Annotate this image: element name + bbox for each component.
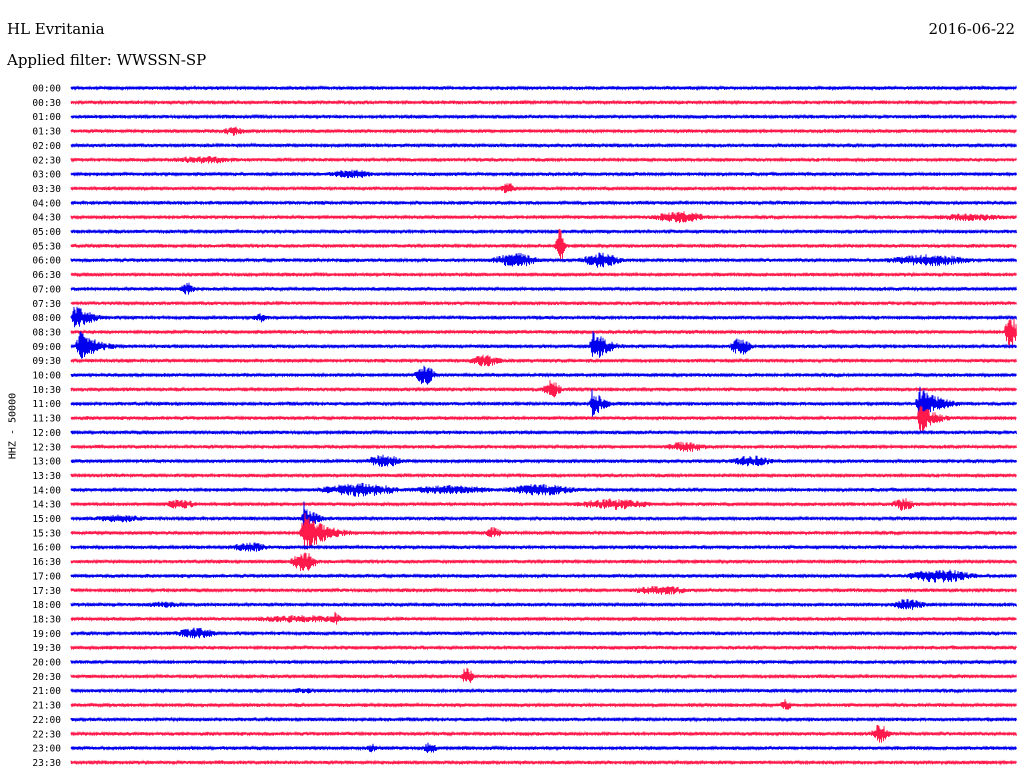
time-label: 16:00 xyxy=(32,543,61,554)
time-label: 23:30 xyxy=(32,758,61,769)
trace-line xyxy=(70,331,1017,359)
time-label: 19:00 xyxy=(32,629,61,640)
time-label: 03:30 xyxy=(32,184,61,195)
time-label: 20:30 xyxy=(32,672,61,683)
time-label: 03:00 xyxy=(32,170,61,181)
time-label: 20:00 xyxy=(32,658,61,669)
time-label: 08:00 xyxy=(32,313,61,324)
time-label: 00:30 xyxy=(32,98,61,109)
time-label: 13:30 xyxy=(32,471,61,482)
time-label: 06:00 xyxy=(32,256,61,267)
time-label: 02:30 xyxy=(32,155,61,166)
time-label: 22:30 xyxy=(32,729,61,740)
time-label: 05:30 xyxy=(32,241,61,252)
time-label: 04:30 xyxy=(32,213,61,224)
time-label: 21:30 xyxy=(32,701,61,712)
time-label: 01:30 xyxy=(32,127,61,138)
time-label: 06:30 xyxy=(32,270,61,281)
time-label: 11:30 xyxy=(32,414,61,425)
time-label: 10:00 xyxy=(32,371,61,382)
station-title: HL Evritania xyxy=(7,20,105,38)
time-label: 15:30 xyxy=(32,528,61,539)
time-label: 23:00 xyxy=(32,744,61,755)
time-label: 19:30 xyxy=(32,643,61,654)
time-label: 15:00 xyxy=(32,514,61,525)
time-label: 21:00 xyxy=(32,686,61,697)
trace-line xyxy=(70,667,1017,684)
trace-line xyxy=(70,405,1017,433)
time-label: 14:00 xyxy=(32,485,61,496)
time-label: 12:00 xyxy=(32,428,61,439)
time-label: 18:30 xyxy=(32,614,61,625)
time-label: 10:30 xyxy=(32,385,61,396)
time-label: 17:30 xyxy=(32,586,61,597)
time-label: 14:30 xyxy=(32,500,61,511)
time-label: 12:30 xyxy=(32,442,61,453)
time-label: 08:30 xyxy=(32,327,61,338)
date-label: 2016-06-22 xyxy=(928,20,1015,38)
time-label: 00:00 xyxy=(32,84,61,95)
time-label: 13:00 xyxy=(32,457,61,468)
filter-label: Applied filter: WWSSN-SP xyxy=(7,51,207,69)
time-label: 04:00 xyxy=(32,198,61,209)
time-label: 11:00 xyxy=(32,399,61,410)
time-label: 18:00 xyxy=(32,600,61,611)
time-label: 22:00 xyxy=(32,715,61,726)
time-label: 07:30 xyxy=(32,299,61,310)
time-label: 16:30 xyxy=(32,557,61,568)
time-label: 01:00 xyxy=(32,112,61,123)
time-label: 09:30 xyxy=(32,356,61,367)
time-label: 02:00 xyxy=(32,141,61,152)
time-label: 05:00 xyxy=(32,227,61,238)
time-label: 09:00 xyxy=(32,342,61,353)
trace-line xyxy=(70,318,1017,349)
time-label: 07:00 xyxy=(32,284,61,295)
time-label: 17:00 xyxy=(32,571,61,582)
